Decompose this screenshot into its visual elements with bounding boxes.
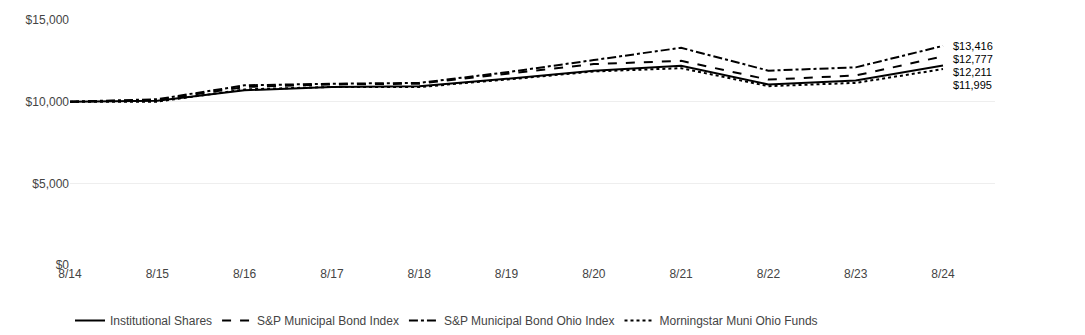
svg-text:8/19: 8/19 (495, 267, 519, 281)
svg-text:Institutional Shares: Institutional Shares (110, 314, 212, 328)
svg-text:8/21: 8/21 (669, 267, 693, 281)
svg-text:8/17: 8/17 (320, 267, 344, 281)
svg-text:8/24: 8/24 (931, 267, 955, 281)
svg-text:8/23: 8/23 (844, 267, 868, 281)
svg-text:$10,000: $10,000 (26, 95, 70, 109)
svg-text:Morningstar Muni Ohio Funds: Morningstar Muni Ohio Funds (660, 314, 818, 328)
svg-text:$11,995: $11,995 (953, 79, 992, 91)
svg-text:8/22: 8/22 (757, 267, 781, 281)
svg-text:$12,777: $12,777 (953, 53, 993, 65)
svg-text:$12,211: $12,211 (953, 66, 992, 78)
svg-text:$0: $0 (56, 258, 70, 272)
svg-text:$15,000: $15,000 (26, 13, 70, 27)
svg-text:8/15: 8/15 (146, 267, 170, 281)
svg-text:8/14: 8/14 (58, 267, 82, 281)
svg-text:$13,416: $13,416 (953, 40, 993, 52)
svg-text:S&P Municipal Bond Index: S&P Municipal Bond Index (257, 314, 399, 328)
svg-text:$5,000: $5,000 (32, 177, 69, 191)
svg-text:8/18: 8/18 (408, 267, 432, 281)
svg-text:8/16: 8/16 (233, 267, 257, 281)
svg-text:8/20: 8/20 (582, 267, 606, 281)
svg-text:S&P Municipal Bond Ohio Index: S&P Municipal Bond Ohio Index (444, 314, 615, 328)
